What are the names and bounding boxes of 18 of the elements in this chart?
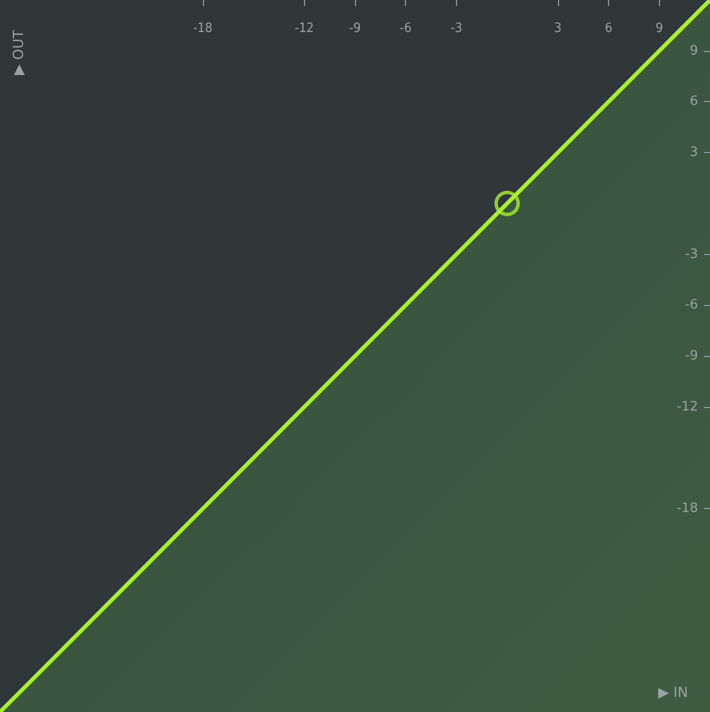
y-axis-title: ▶ OUT (11, 30, 27, 76)
x-tick-label: -6 (400, 21, 412, 36)
x-axis-title: ▶ IN (658, 685, 688, 701)
y-tick-label: -18 (676, 501, 698, 516)
y-tick-label: 3 (690, 145, 698, 160)
x-tick-label: -9 (349, 21, 361, 36)
x-tick-label: 6 (604, 21, 612, 36)
y-tick-label: -3 (685, 246, 698, 262)
y-tick-label: -6 (685, 298, 698, 313)
y-tick-label: 9 (690, 43, 698, 58)
x-tick-label: 9 (656, 21, 664, 36)
y-tick-label: -12 (676, 399, 698, 414)
x-tick-label: -18 (193, 21, 212, 36)
x-tick-label: -3 (450, 21, 462, 36)
y-tick-label: 6 (690, 94, 698, 110)
x-tick-label: 3 (554, 21, 562, 36)
y-tick-label: -9 (685, 348, 698, 364)
x-tick-label: -12 (294, 21, 314, 36)
